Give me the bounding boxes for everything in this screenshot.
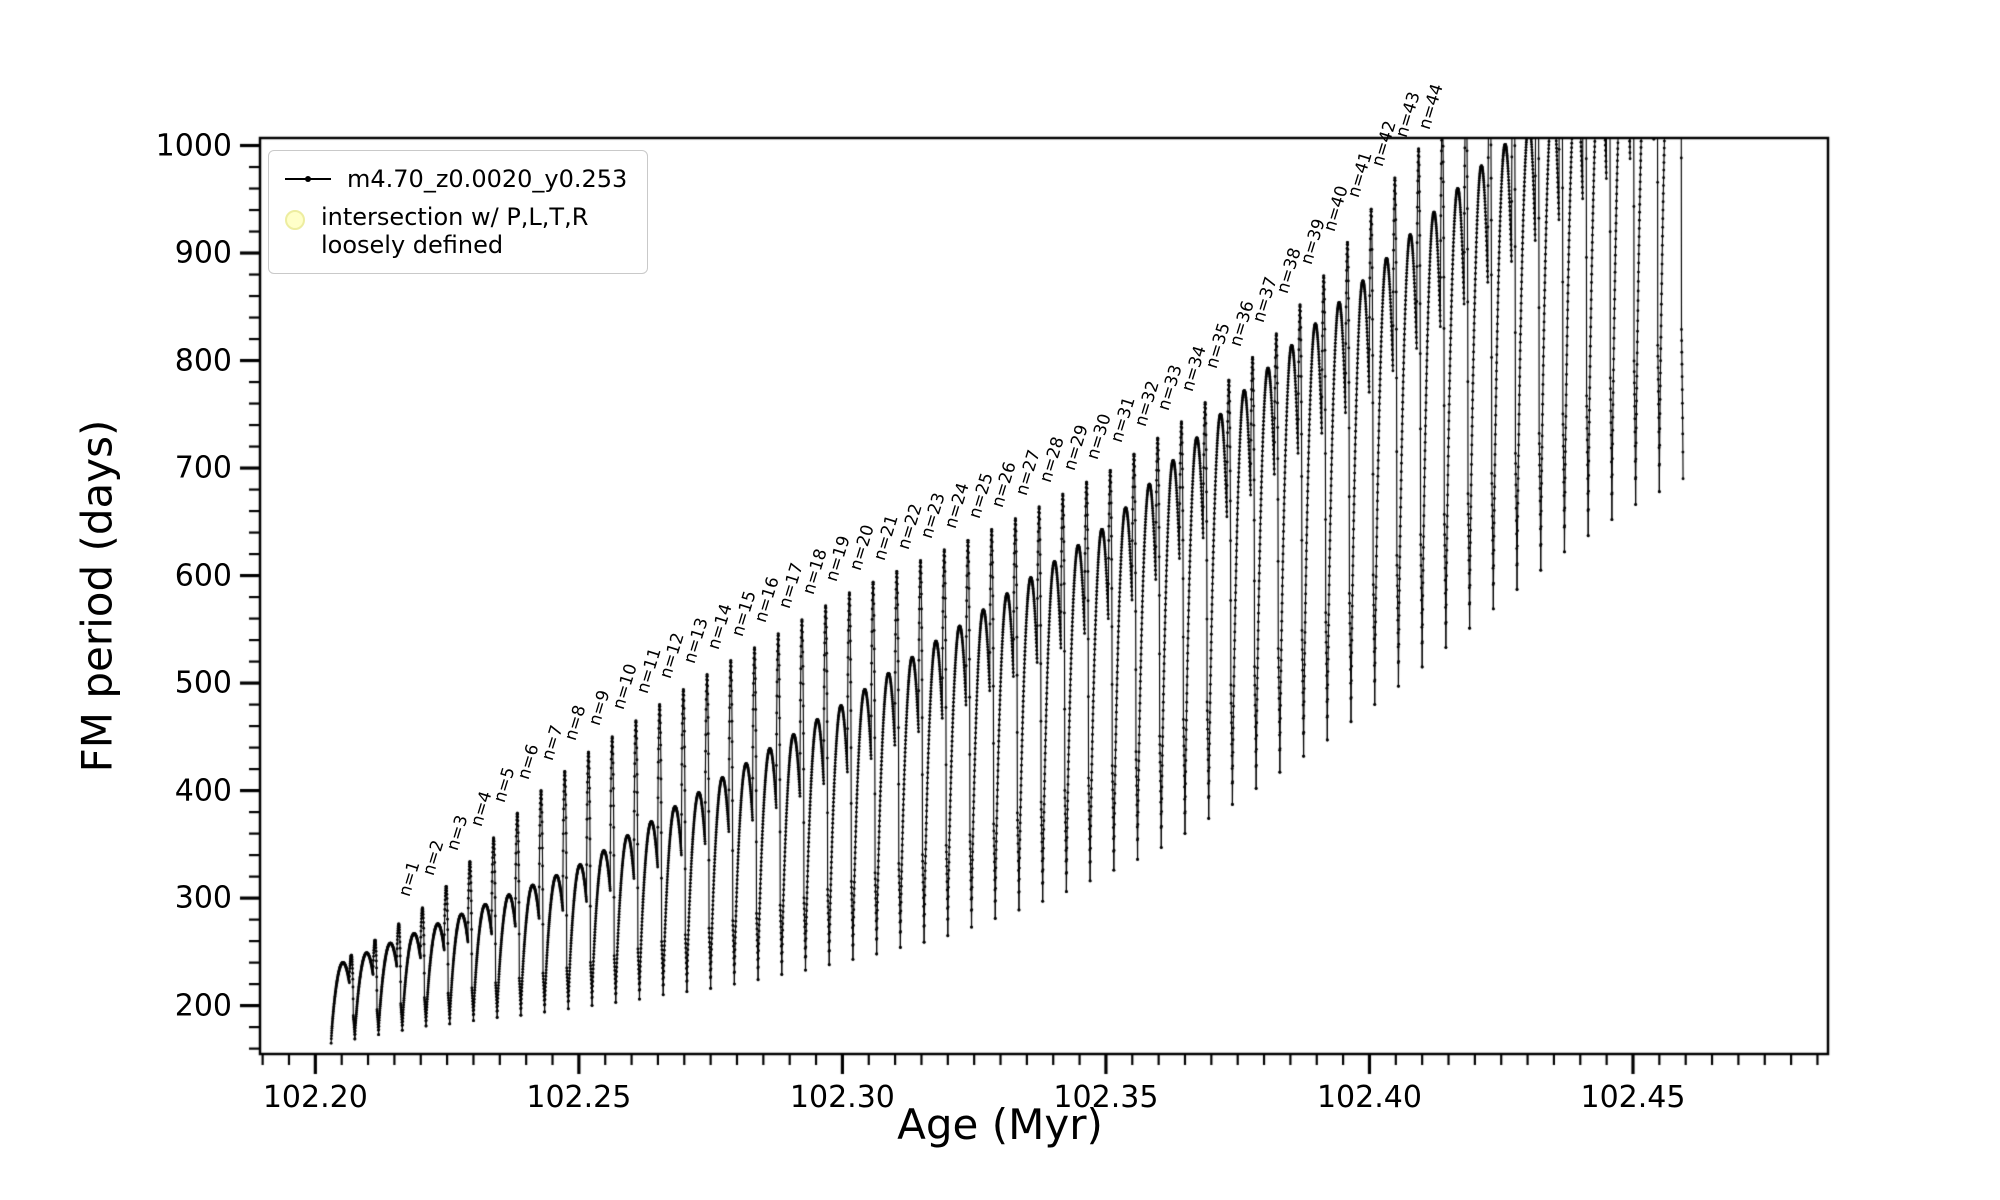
- line-marker-icon: [285, 176, 331, 182]
- legend-label-series: m4.70_z0.0020_y0.253: [347, 165, 628, 193]
- legend-label-intersection-line2: loosely defined: [321, 231, 504, 259]
- legend-label-intersection-line1: intersection w/ P,L,T,R: [321, 203, 589, 231]
- legend-entry-series: m4.70_z0.0020_y0.253: [285, 165, 627, 193]
- circle-marker-icon: [285, 210, 305, 230]
- legend: m4.70_z0.0020_y0.253 intersection w/ P,L…: [268, 150, 649, 274]
- legend-entry-intersection: intersection w/ P,L,T,R loosely defined: [285, 203, 627, 259]
- y-axis-label: FM period (days): [72, 419, 122, 773]
- x-axis-label: Age (Myr): [897, 1100, 1103, 1149]
- legend-label-intersection: intersection w/ P,L,T,R loosely defined: [321, 203, 588, 259]
